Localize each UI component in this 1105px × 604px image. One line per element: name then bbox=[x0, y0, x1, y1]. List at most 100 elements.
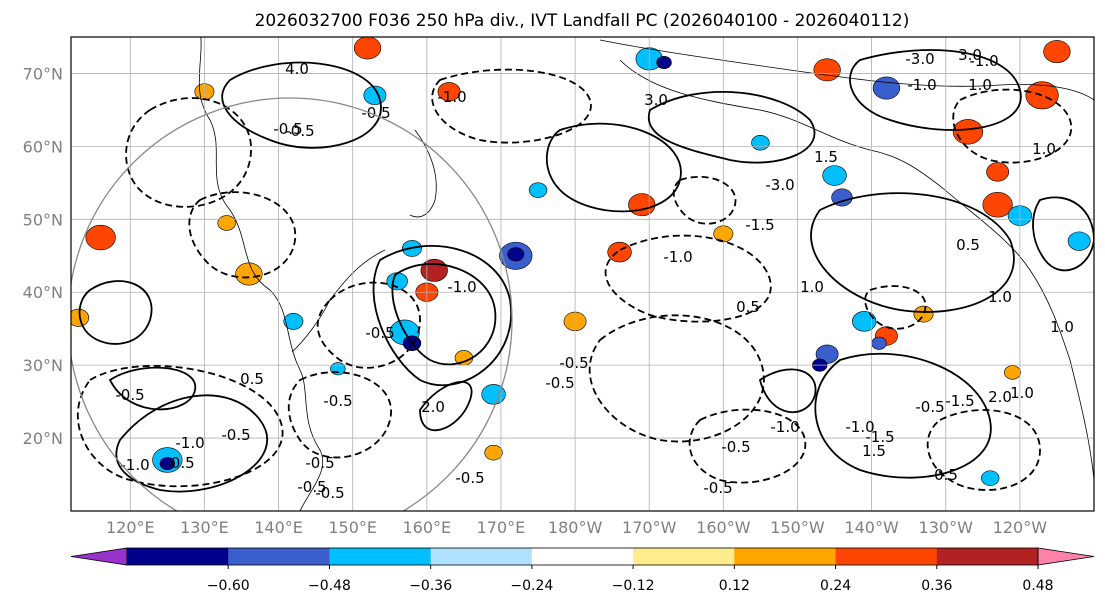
contour-solid-12 bbox=[1032, 196, 1094, 272]
contour-label: 3.0 bbox=[958, 46, 982, 64]
contour-label: -1.0 bbox=[120, 456, 149, 474]
landfall-radius-circle bbox=[71, 97, 513, 511]
contour-dashed-3 bbox=[125, 97, 252, 208]
contour-solid-10 bbox=[78, 280, 153, 345]
contour-dashed-0 bbox=[316, 281, 421, 369]
colorbar-segment bbox=[936, 548, 1039, 565]
contour-label: 0.5 bbox=[240, 370, 264, 388]
contour-label: -3.0 bbox=[765, 176, 794, 194]
contour-label: -0.5 bbox=[297, 478, 326, 496]
coastline-kamchatka bbox=[409, 129, 437, 218]
contour-layer bbox=[76, 49, 1094, 493]
divergence-patch-7 bbox=[507, 247, 525, 262]
colorbar-tick-label: −0.60 bbox=[207, 578, 250, 594]
contour-solid-6 bbox=[814, 352, 992, 479]
divergence-patch-10 bbox=[628, 193, 656, 217]
contour-label: -1.5 bbox=[945, 392, 974, 410]
contour-label: -0.5 bbox=[361, 104, 390, 122]
contour-solid-3 bbox=[419, 381, 473, 431]
lon-tick-label: 140°E bbox=[254, 518, 303, 537]
contour-label: 0.5 bbox=[736, 298, 760, 316]
contour-label: -1.0 bbox=[447, 278, 476, 296]
lon-tick-label: 170°E bbox=[477, 518, 526, 537]
colorbar-segment bbox=[228, 548, 330, 565]
coastline-japan bbox=[291, 249, 386, 353]
divergence-patch-37 bbox=[85, 224, 116, 251]
contour-label: -0.5 bbox=[559, 354, 588, 372]
contour-solid-4 bbox=[545, 122, 682, 213]
contour-label: -0.5 bbox=[315, 484, 344, 502]
contour-label: -1.0 bbox=[845, 418, 874, 436]
lon-tick-label: 170°W bbox=[622, 518, 677, 537]
divergence-patch-30 bbox=[1043, 40, 1071, 64]
divergence-patch-0 bbox=[235, 262, 263, 286]
divergence-patch-28 bbox=[952, 119, 984, 145]
divergence-patch-45 bbox=[1004, 365, 1021, 380]
divergence-patch-35 bbox=[437, 82, 461, 102]
contour-dashed-8 bbox=[431, 68, 592, 144]
contour-label: -0.5 bbox=[305, 454, 334, 472]
lon-tick-label: 130°E bbox=[180, 518, 229, 537]
contour-label: 1.0 bbox=[1032, 140, 1056, 158]
contour-label: -0.5 bbox=[323, 392, 352, 410]
colorbar-segment bbox=[734, 548, 837, 565]
contour-label: -0.5 bbox=[703, 479, 732, 497]
contour-dashed-7 bbox=[926, 409, 1041, 491]
longitude-labels: 120°E 130°E 140°E 150°E 160°E 170°E 180°W 170°W… bbox=[106, 518, 1047, 537]
contour-label: -0.5 bbox=[915, 398, 944, 416]
divergence-patch-1 bbox=[420, 258, 448, 282]
lon-tick-label: 150°W bbox=[770, 518, 825, 537]
divergence-patch-20 bbox=[831, 188, 853, 207]
colorbar-tick-label: −0.24 bbox=[510, 578, 553, 594]
lon-tick-label: 180°W bbox=[548, 518, 603, 537]
lat-tick-label: 70°N bbox=[23, 64, 63, 83]
contour-label: -3.0 bbox=[905, 50, 934, 68]
lat-tick-label: 50°N bbox=[23, 210, 63, 229]
plot-frame bbox=[70, 36, 1095, 512]
contour-label: -1.5 bbox=[865, 428, 894, 446]
contour-label: -0.5 bbox=[165, 454, 194, 472]
lon-tick-label: 140°W bbox=[844, 518, 899, 537]
contour-label: 1.5 bbox=[862, 442, 886, 460]
contour-solid-0 bbox=[115, 394, 268, 493]
contour-label: -1.0 bbox=[969, 52, 998, 70]
divergence-patch-29 bbox=[1025, 81, 1059, 110]
contour-label: -1.0 bbox=[663, 248, 692, 266]
divergence-patch-9 bbox=[607, 241, 632, 263]
lat-tick-label: 20°N bbox=[23, 429, 63, 448]
contour-dashed-5 bbox=[287, 371, 392, 459]
divergence-patch-32 bbox=[656, 56, 672, 70]
divergence-patch-40 bbox=[159, 457, 176, 471]
divergence-patch-26 bbox=[813, 58, 841, 82]
colorbar-tick-label: −0.36 bbox=[409, 578, 452, 594]
divergence-patch-33 bbox=[353, 37, 382, 60]
contour-dashed-6 bbox=[688, 408, 807, 484]
chart-title: 2026032700 F036 250 hPa div., IVT Landfa… bbox=[255, 11, 910, 31]
divergence-patch-42 bbox=[283, 313, 304, 330]
lon-tick-label: 120°W bbox=[993, 518, 1048, 537]
contour-label: 3.0 bbox=[644, 91, 668, 109]
contour-label: -0.5 bbox=[115, 386, 144, 404]
coastline-alaska bbox=[619, 59, 946, 191]
contour-label: -0.5 bbox=[721, 438, 750, 456]
colorbar-tick-label: −0.48 bbox=[308, 578, 351, 594]
divergence-patch-49 bbox=[751, 135, 770, 151]
contour-dashed-11 bbox=[188, 191, 296, 279]
divergence-patch-21 bbox=[913, 305, 934, 323]
contour-label: 2.0 bbox=[421, 398, 445, 416]
contour-label: -0.5 bbox=[365, 324, 394, 342]
colorbar-tick-label: −0.12 bbox=[612, 578, 655, 594]
contour-dashed-4 bbox=[76, 365, 284, 488]
contour-label: 0.5 bbox=[956, 236, 980, 254]
lon-tick-label: 160°E bbox=[402, 518, 451, 537]
contour-label: -1.0 bbox=[907, 76, 936, 94]
contour-dashed-2 bbox=[604, 234, 772, 323]
colorbar-segment bbox=[430, 548, 533, 565]
colorbar-segment bbox=[531, 548, 634, 565]
divergence-patch-25 bbox=[1067, 231, 1091, 251]
contour-label: 1.0 bbox=[988, 288, 1012, 306]
lon-tick-label: 150°E bbox=[328, 518, 377, 537]
divergence-patch-44 bbox=[981, 470, 1000, 486]
contour-dashed-1 bbox=[588, 314, 765, 443]
